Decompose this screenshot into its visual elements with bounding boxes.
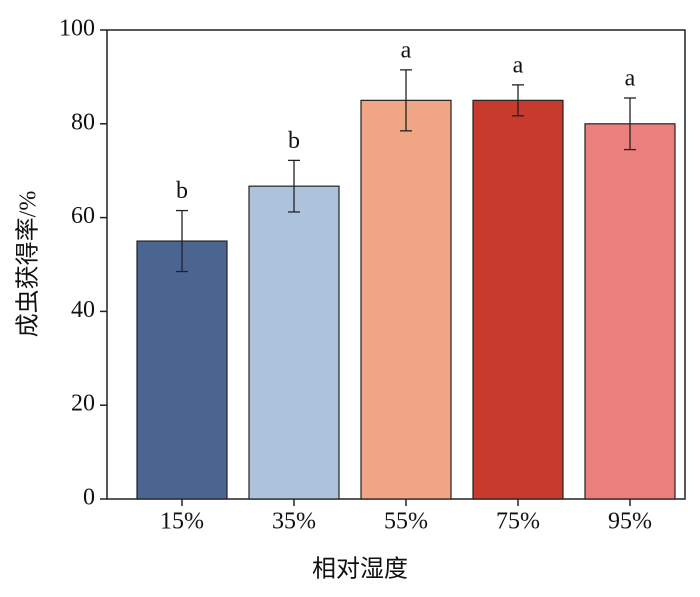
x-axis-label: 相对湿度 xyxy=(312,556,408,583)
significance-label: a xyxy=(513,52,524,78)
y-tick-label: 80 xyxy=(71,109,95,135)
bar xyxy=(248,185,340,500)
y-tick-label: 20 xyxy=(71,391,95,417)
x-tick-label: 15% xyxy=(160,509,204,535)
significance-label: a xyxy=(401,37,412,63)
y-tick-label: 40 xyxy=(71,297,95,323)
bar xyxy=(584,123,676,500)
x-tick-label: 95% xyxy=(608,509,652,535)
y-tick-label: 60 xyxy=(71,203,95,229)
bar xyxy=(136,240,228,500)
significance-label: a xyxy=(625,66,636,92)
x-tick-label: 35% xyxy=(272,509,316,535)
x-tick-label: 75% xyxy=(496,509,540,535)
significance-label: b xyxy=(288,128,300,154)
bar xyxy=(360,99,452,500)
significance-label: b xyxy=(176,178,188,204)
y-axis-label: 成虫获得率/% xyxy=(15,191,42,338)
y-tick-label: 0 xyxy=(83,485,95,511)
bar xyxy=(472,99,564,500)
x-tick-label: 55% xyxy=(384,509,428,535)
y-tick-label: 100 xyxy=(59,16,95,42)
